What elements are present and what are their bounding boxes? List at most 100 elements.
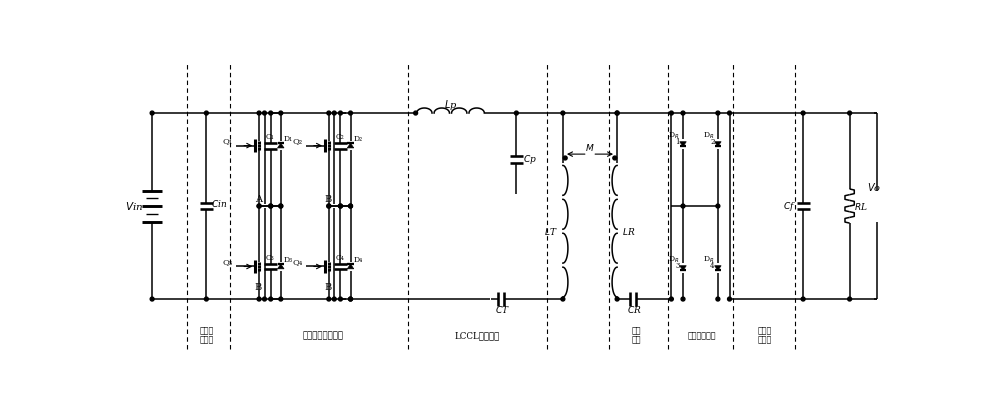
Circle shape [150, 111, 154, 115]
Polygon shape [347, 143, 354, 148]
Circle shape [681, 297, 685, 301]
Circle shape [279, 111, 283, 115]
Circle shape [339, 111, 342, 115]
Text: 补偿
电容: 补偿 电容 [632, 328, 641, 345]
Text: 1: 1 [675, 138, 680, 146]
Circle shape [716, 204, 720, 208]
Text: C₂: C₂ [336, 133, 344, 141]
Polygon shape [680, 266, 686, 271]
Circle shape [414, 111, 418, 115]
Text: Q₁: Q₁ [223, 137, 233, 145]
Text: $C$R: $C$R [627, 304, 642, 315]
Circle shape [615, 111, 619, 115]
Circle shape [613, 156, 617, 160]
Circle shape [257, 204, 261, 208]
Text: B: B [255, 283, 262, 292]
Circle shape [563, 156, 567, 160]
Circle shape [349, 297, 352, 301]
Circle shape [257, 297, 261, 301]
Text: 输出滤
波电容: 输出滤 波电容 [757, 328, 772, 345]
Text: D₃: D₃ [284, 256, 293, 264]
Circle shape [327, 297, 331, 301]
Polygon shape [278, 143, 284, 148]
Text: B: B [324, 283, 332, 292]
Text: $V$o: $V$o [867, 181, 881, 193]
Circle shape [615, 297, 619, 301]
Text: D$_R$: D$_R$ [668, 254, 679, 265]
Circle shape [339, 204, 342, 208]
Circle shape [327, 111, 331, 115]
Circle shape [848, 297, 852, 301]
Text: C₃: C₃ [266, 254, 275, 262]
Circle shape [801, 111, 805, 115]
Text: $C$p: $C$p [523, 153, 536, 166]
Circle shape [716, 297, 720, 301]
Text: D₁: D₁ [284, 135, 293, 143]
Circle shape [561, 111, 565, 115]
Text: Q₂: Q₂ [292, 137, 302, 145]
Circle shape [669, 297, 673, 301]
Circle shape [204, 297, 208, 301]
Text: D$_R$: D$_R$ [703, 254, 714, 265]
Text: Q₄: Q₄ [292, 258, 302, 266]
Circle shape [204, 111, 208, 115]
Circle shape [150, 297, 154, 301]
Text: $V$in: $V$in [125, 200, 143, 212]
Text: 高频功率变换电路: 高频功率变换电路 [302, 332, 343, 341]
Circle shape [263, 297, 266, 301]
Circle shape [332, 297, 336, 301]
Circle shape [349, 111, 352, 115]
Circle shape [339, 204, 342, 208]
Text: 2: 2 [710, 138, 715, 146]
Circle shape [349, 297, 352, 301]
Circle shape [327, 204, 331, 208]
Text: $C$T: $C$T [495, 304, 510, 315]
Circle shape [728, 111, 731, 115]
Text: $M$: $M$ [585, 142, 595, 153]
Circle shape [257, 204, 261, 208]
Text: $C$in: $C$in [211, 198, 228, 209]
Polygon shape [347, 264, 354, 269]
Circle shape [349, 204, 352, 208]
Polygon shape [278, 264, 284, 269]
Circle shape [269, 204, 273, 208]
Circle shape [269, 297, 273, 301]
Circle shape [561, 297, 565, 301]
Text: LCCL补偿网络: LCCL补偿网络 [455, 332, 500, 341]
Text: $L$T: $L$T [544, 226, 558, 237]
Text: C₁: C₁ [266, 133, 275, 141]
Text: D$_R$: D$_R$ [703, 130, 714, 141]
Text: $L$R: $L$R [622, 226, 635, 237]
Polygon shape [680, 142, 686, 146]
Text: D₄: D₄ [354, 256, 363, 264]
Text: D₂: D₂ [354, 135, 363, 143]
Circle shape [327, 204, 331, 208]
Circle shape [349, 204, 352, 208]
Circle shape [332, 111, 336, 115]
Text: $C$f: $C$f [783, 200, 796, 213]
Circle shape [716, 111, 720, 115]
Text: A: A [255, 195, 262, 204]
Circle shape [615, 111, 619, 115]
Circle shape [269, 111, 273, 115]
Text: 4: 4 [710, 262, 715, 271]
Polygon shape [715, 266, 721, 271]
Circle shape [279, 204, 283, 208]
Polygon shape [715, 142, 721, 146]
Circle shape [848, 111, 852, 115]
Text: $R$L: $R$L [854, 201, 868, 211]
Text: B: B [324, 195, 332, 204]
Text: D$_R$: D$_R$ [668, 130, 679, 141]
Text: 3: 3 [675, 262, 680, 271]
Circle shape [269, 204, 273, 208]
Text: C₄: C₄ [336, 254, 344, 262]
Text: $L$p: $L$p [444, 98, 457, 111]
Circle shape [257, 111, 261, 115]
Circle shape [279, 204, 283, 208]
Text: Q₃: Q₃ [223, 258, 233, 266]
Circle shape [681, 111, 685, 115]
Circle shape [669, 111, 673, 115]
Circle shape [263, 111, 266, 115]
Text: 输入滤
波电容: 输入滤 波电容 [199, 328, 214, 345]
Circle shape [681, 204, 685, 208]
